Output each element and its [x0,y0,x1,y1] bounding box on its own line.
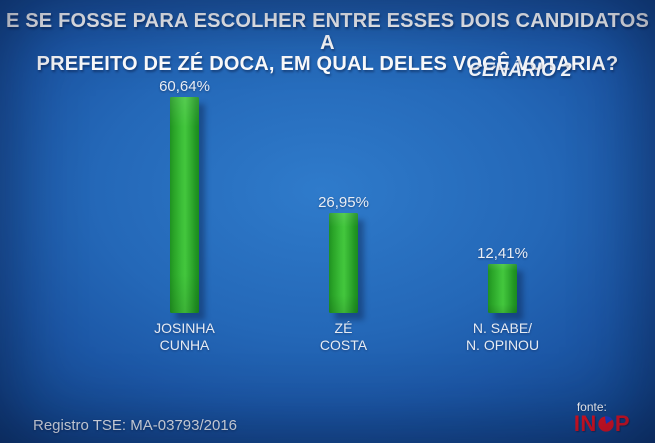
bar [170,97,199,313]
bar-category-label: N. SABE/ N. OPINOU [465,320,540,353]
inop-text-pre: IN [573,411,597,436]
title-line-1: E SE FOSSE PARA ESCOLHER ENTRE ESSES DOI… [5,10,650,54]
bar [488,264,517,313]
inop-logo: fonte: IN P [573,400,630,436]
bar-value-label: 26,95% [318,194,369,211]
inop-wordmark: IN P [573,411,630,436]
bar [329,213,358,313]
bar-category-label: JOSINHA CUNHA [154,320,215,353]
bar-chart: 60,64% JOSINHA CUNHA 26,95% ZÉ COSTA 12,41% N… [105,78,582,354]
inop-text-post: P [614,411,630,436]
bar-group: 26,95% ZÉ COSTA [264,78,423,354]
bar-stack: 26,95% [318,78,369,313]
fonte-label: fonte: [576,400,607,414]
bar-group: 12,41% N. SABE/ N. OPINOU [423,78,582,354]
tse-registration-text: Registro TSE: MA-03793/2016 [33,417,238,434]
bar-value-label: 60,64% [159,78,210,95]
scenario-label: CENÁRIO 2 [468,60,572,81]
bar-stack: 60,64% [159,78,210,313]
bar-category-label: ZÉ COSTA [319,320,368,353]
bar-stack: 12,41% [477,78,528,313]
bar-value-label: 12,41% [477,245,528,262]
page-title: E SE FOSSE PARA ESCOLHER ENTRE ESSES DOI… [0,10,655,76]
title-line-2: PREFEITO DE ZÉ DOCA, EM QUAL DELES VOCÊ … [36,53,619,75]
inop-pie-icon [598,416,614,432]
bar-group: 60,64% JOSINHA CUNHA [105,78,264,354]
